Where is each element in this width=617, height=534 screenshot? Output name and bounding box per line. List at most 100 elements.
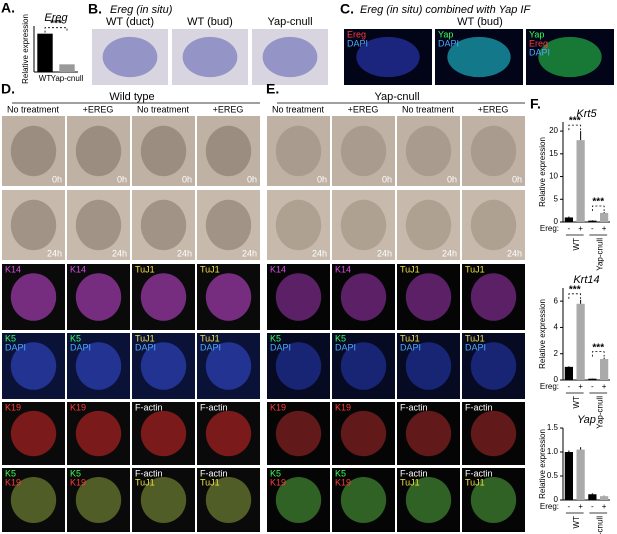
group-label: Yap-cnull xyxy=(595,238,604,271)
image-label: 24h xyxy=(242,248,257,258)
y-tick-label: 6 xyxy=(554,296,559,305)
x-tick-label: + xyxy=(578,382,583,391)
image-caption: Yap-cnull xyxy=(267,16,312,28)
tissue xyxy=(205,476,252,524)
image-label: F-actin xyxy=(200,402,228,412)
tissue xyxy=(10,199,57,251)
image-label: K19 xyxy=(70,477,86,487)
tissue xyxy=(205,342,252,390)
image-label: F-actin xyxy=(200,468,228,478)
image-label: DAPI xyxy=(5,342,26,352)
image-label: K5 xyxy=(5,468,16,478)
tissue xyxy=(10,342,57,390)
x-axis-label: Ereg: xyxy=(540,382,559,391)
x-tick-label: - xyxy=(568,502,571,511)
image-label: K19 xyxy=(270,477,286,487)
bar xyxy=(564,366,573,380)
x-axis-label: Ereg: xyxy=(540,224,559,233)
x-axis-label: Ereg: xyxy=(540,502,559,511)
tissue xyxy=(275,342,322,390)
tissue xyxy=(405,273,452,321)
column-header: No treatment xyxy=(7,104,60,114)
image-label: K19 xyxy=(5,477,21,487)
image-label: K19 xyxy=(5,402,21,412)
x-tick-label: + xyxy=(602,502,607,511)
image-label: 0h xyxy=(447,174,457,184)
bar xyxy=(576,303,585,380)
tissue xyxy=(447,36,511,78)
image-label: DAPI xyxy=(270,342,291,352)
image-label: 24h xyxy=(442,248,457,258)
column-header: No treatment xyxy=(137,104,190,114)
tissue xyxy=(470,125,517,177)
significance-label: *** xyxy=(592,342,604,353)
tissue xyxy=(275,199,322,251)
image-label: DAPI xyxy=(70,342,91,352)
image-label: K14 xyxy=(270,264,286,274)
tissue xyxy=(205,273,252,321)
significance-bracket xyxy=(44,27,68,33)
panel-letter: F. xyxy=(530,96,541,112)
image-label: 24h xyxy=(377,248,392,258)
image-label: DAPI xyxy=(529,47,550,57)
x-tick-label: - xyxy=(591,382,594,391)
tissue xyxy=(340,410,387,457)
tissue xyxy=(405,199,452,251)
tissue xyxy=(75,476,122,524)
tissue xyxy=(10,476,57,524)
panel-letter: B. xyxy=(88,1,102,17)
image-label: 0h xyxy=(182,174,192,184)
tissue xyxy=(10,410,57,457)
group-label: Yap-cnull xyxy=(595,396,604,429)
image-caption: WT (duct) xyxy=(106,16,154,28)
image-label: K5 xyxy=(270,333,281,343)
image-label: K5 xyxy=(335,333,346,343)
image-label: F-actin xyxy=(465,402,493,412)
tissue xyxy=(140,342,187,390)
tissue xyxy=(340,342,387,390)
panel-title: Ereg (in situ) combined with Yap IF xyxy=(360,4,531,16)
image-label: Ereg xyxy=(347,29,366,39)
image-label: DAPI xyxy=(400,342,421,352)
group-label: WT xyxy=(572,516,581,529)
tissue xyxy=(75,125,122,177)
image-label: F-actin xyxy=(135,468,163,478)
tissue xyxy=(275,125,322,177)
image-label: 0h xyxy=(512,174,522,184)
x-tick-label: WT xyxy=(39,74,52,83)
tissue xyxy=(182,36,238,78)
image-label: DAPI xyxy=(200,342,221,352)
image-label: TuJ1 xyxy=(135,477,155,487)
y-tick-label: 1.5 xyxy=(547,423,559,432)
y-tick-label: 4 xyxy=(554,323,559,332)
x-tick-label: + xyxy=(602,382,607,391)
bar xyxy=(600,358,609,380)
y-tick-label: 10 xyxy=(549,172,558,181)
tissue xyxy=(75,410,122,457)
column-header: +EREG xyxy=(213,104,244,114)
tissue xyxy=(275,410,322,457)
significance-label: *** xyxy=(50,18,62,29)
image-label: K14 xyxy=(70,264,86,274)
image-label: TuJ1 xyxy=(400,477,420,487)
column-header: No treatment xyxy=(402,104,455,114)
image-label: TuJ1 xyxy=(135,333,155,343)
image-label: 0h xyxy=(247,174,257,184)
y-axis-label: Relative expression xyxy=(538,299,547,369)
x-tick-label: + xyxy=(602,224,607,233)
image-label: TuJ1 xyxy=(465,333,485,343)
tissue xyxy=(470,342,517,390)
image-label: 0h xyxy=(117,174,127,184)
y-tick-label: 0 xyxy=(554,495,559,504)
image-label: DAPI xyxy=(335,342,356,352)
panel-title: Ereg (in situ) xyxy=(110,4,173,16)
bar xyxy=(564,217,573,222)
tissue xyxy=(140,199,187,251)
image-label: K19 xyxy=(270,402,286,412)
y-tick-label: 0.5 xyxy=(547,471,559,480)
tissue xyxy=(470,410,517,457)
bar xyxy=(576,449,585,500)
significance-label: *** xyxy=(592,197,604,208)
x-tick-label: - xyxy=(591,502,594,511)
image-label: 24h xyxy=(112,248,127,258)
